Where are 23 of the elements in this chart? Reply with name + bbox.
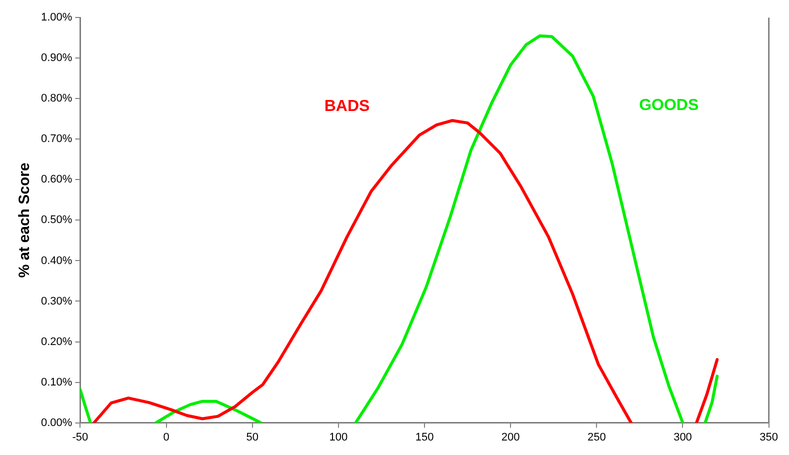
y-tick-label: 0.00% — [40, 416, 72, 429]
text: GOODS — [639, 97, 699, 114]
y-tick-label: 0.60% — [40, 174, 72, 186]
y-tick-label: 0.40% — [40, 254, 72, 267]
y-tick-label: 1.00% — [40, 12, 72, 24]
x-tick-label: 50 — [246, 431, 258, 444]
y-tick-label: 0.30% — [40, 295, 72, 308]
y-tick-label: 0.10% — [40, 376, 72, 388]
x-tick-label: 150 — [415, 431, 434, 444]
x-tick-label: 350 — [760, 431, 778, 444]
x-tick-label: -50 — [72, 431, 88, 444]
x-tick-label: 200 — [501, 431, 520, 444]
x-tick-label: 250 — [587, 431, 606, 444]
y-tick-label: 0.70% — [40, 133, 72, 146]
x-tick-label: 300 — [674, 431, 692, 444]
y-tick-label: 0.90% — [40, 52, 72, 64]
y-axis-title: % at each Score — [16, 162, 34, 278]
x-tick-label: 0 — [163, 431, 170, 444]
y-tick-label: 0.80% — [40, 92, 72, 105]
text: BADS — [324, 98, 370, 115]
y-tick-label: 0.20% — [40, 336, 72, 348]
y-tick-label: 0.50% — [40, 214, 72, 226]
x-tick-label: 100 — [329, 431, 348, 444]
